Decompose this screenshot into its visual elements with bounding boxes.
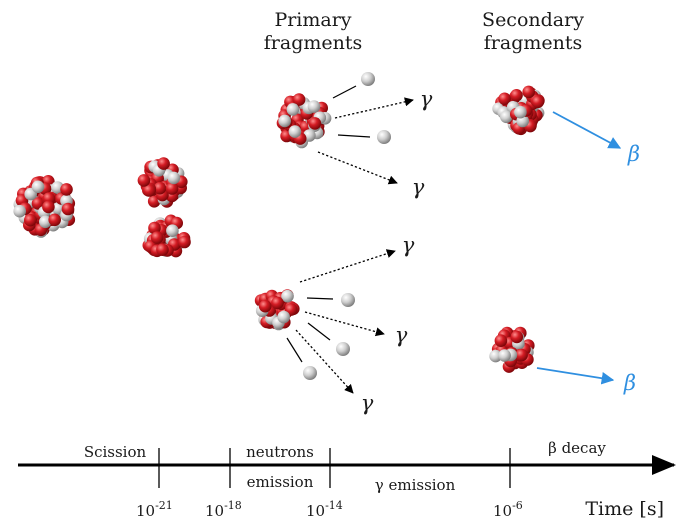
neutron-sphere (277, 310, 291, 324)
neutron-sphere (514, 105, 527, 119)
proton-sphere (258, 299, 272, 313)
beta-symbol: β (627, 142, 640, 166)
neutron-sphere (500, 110, 513, 124)
gamma-symbol: γ (420, 87, 433, 111)
neutron-sphere (167, 171, 181, 185)
gamma-symbol: γ (395, 323, 408, 347)
gamma-emission-label: γ emission (375, 476, 456, 494)
proton-sphere (510, 330, 524, 344)
neutron-sphere (278, 114, 292, 128)
secondary-fragment-top (492, 85, 545, 136)
neutron-sphere (39, 215, 52, 229)
proton-sphere (271, 296, 284, 310)
secondary-header-line2: fragments (484, 32, 583, 54)
gamma-symbol: γ (412, 175, 425, 199)
proton-sphere (308, 117, 322, 130)
neutron-sphere (286, 103, 300, 116)
neutron-sphere (281, 289, 294, 303)
secondary-header-line1: Secondary (482, 9, 584, 31)
tick-label: 10-21 (136, 499, 173, 520)
primary-header-line2: fragments (264, 32, 363, 54)
proton-sphere (178, 235, 191, 249)
proton-sphere (498, 92, 511, 106)
proton-sphere (42, 200, 55, 214)
emitted-neutron (341, 293, 355, 307)
tick-label: 10-6 (493, 499, 523, 520)
neutron-emission-top (332, 72, 391, 144)
scission-fragment-top (137, 157, 188, 208)
tick-label: 10-14 (306, 499, 343, 520)
proton-sphere (61, 202, 75, 216)
proton-sphere (494, 334, 508, 348)
proton-sphere (522, 85, 535, 99)
proton-sphere (292, 93, 306, 106)
secondary-fragment-bottom (489, 326, 535, 373)
proton-sphere (60, 183, 73, 196)
neutron-sphere (166, 224, 179, 237)
proton-sphere (156, 243, 169, 256)
primary-header-line1: Primary (274, 9, 351, 31)
neutrons-emission-label-line1: neutrons (246, 443, 314, 461)
emitted-neutron (303, 366, 317, 380)
proton-sphere (24, 213, 37, 227)
beta-decay-label: β decay (548, 439, 606, 457)
time-axis (18, 448, 676, 488)
time-axis-label: Time [s] (585, 498, 664, 520)
gamma-symbol: γ (361, 391, 374, 415)
proton-sphere (531, 95, 545, 109)
proton-sphere (153, 181, 167, 195)
beta-decay-arrows (536, 111, 622, 385)
tick-label: 10-18 (205, 499, 242, 520)
neutrons-emission-label-line2: emission (247, 473, 314, 491)
compound-nucleus (13, 175, 76, 238)
primary-fragment-bottom (254, 289, 300, 331)
proton-sphere (515, 348, 528, 362)
neutron-sphere (31, 180, 45, 194)
proton-sphere (48, 213, 61, 227)
proton-sphere (137, 174, 151, 187)
proton-sphere (31, 197, 45, 210)
scission-fragment-bottom (142, 214, 191, 258)
proton-sphere (510, 89, 523, 102)
neutron-sphere (498, 349, 511, 362)
gamma-symbol: γ (402, 233, 415, 257)
proton-sphere (143, 184, 156, 197)
neutron-sphere (307, 100, 321, 113)
emitted-neutron (377, 130, 391, 144)
scission-label: Scission (84, 443, 147, 461)
proton-sphere (148, 221, 161, 235)
beta-symbol: β (623, 371, 636, 395)
neutron-emission-bottom (286, 293, 355, 380)
neutron-sphere (489, 349, 502, 363)
neutron-sphere (288, 125, 302, 138)
proton-sphere (150, 231, 164, 244)
primary-fragment-top (276, 93, 332, 149)
proton-sphere (157, 157, 170, 170)
neutron-sphere (13, 204, 26, 218)
gamma-emission-arrows (295, 97, 414, 394)
emitted-neutron (336, 342, 350, 356)
proton-sphere (165, 182, 179, 195)
emitted-neutron (361, 72, 375, 86)
